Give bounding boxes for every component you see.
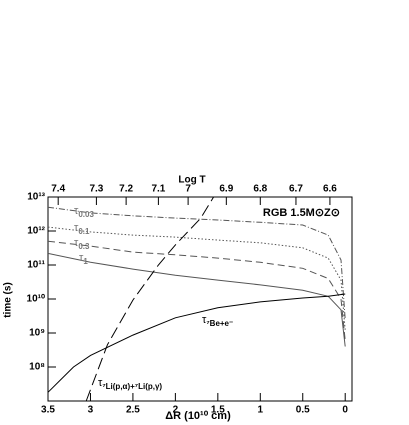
curve — [47, 206, 346, 320]
curve-subscript: 1 — [83, 257, 88, 266]
x-tick-label: 0.5 — [296, 405, 310, 416]
curve-subscript: 0.03 — [78, 210, 94, 219]
x-tick-label: 3 — [88, 405, 94, 416]
curve-label: τ⁷Li(p,α)+⁷Li(p,γ) — [98, 377, 162, 391]
y-axis-label: time (s) — [3, 282, 14, 318]
curve-symbol: τ — [74, 237, 79, 249]
curve-symbol: τ — [79, 252, 84, 264]
top-tick-label: 7.4 — [51, 184, 65, 195]
y-tick-label: 10¹⁰ — [27, 294, 45, 305]
top-tick-label: 7.3 — [89, 184, 103, 195]
curve-label: τ0.03 — [74, 205, 94, 219]
y-tick-label: 10⁹ — [29, 328, 45, 339]
x-tick-label: 3.5 — [41, 405, 55, 416]
curve — [85, 196, 215, 402]
curve-symbol: τ — [202, 314, 207, 326]
top-tick-label: 7.1 — [151, 184, 165, 195]
curve — [47, 240, 346, 341]
curve-label: τ0.3 — [74, 237, 90, 251]
top-tick-label: 6.7 — [289, 184, 303, 195]
curve-subscript: ⁷Be+e⁻ — [206, 319, 233, 328]
curve-subscript: ⁷Li(p,α)+⁷Li(p,γ) — [102, 382, 162, 391]
curve — [47, 252, 346, 347]
curve-label: τ1 — [79, 252, 88, 266]
top-tick-label: 7.2 — [119, 184, 133, 195]
top-axis-label: Log T — [178, 175, 205, 186]
y-tick-label: 10¹³ — [27, 192, 45, 203]
x-axis-label: ΔR (10¹⁰ cm) — [165, 410, 231, 422]
x-tick-label: 0 — [342, 405, 348, 416]
y-tick-label: 10⁸ — [29, 362, 45, 373]
top-tick-label: 7 — [185, 184, 191, 195]
curve-symbol: τ — [74, 222, 79, 234]
curve — [47, 293, 346, 393]
top-tick-label: 6.8 — [253, 184, 267, 195]
y-tick-label: 10¹² — [27, 226, 45, 237]
x-tick-label: 1 — [258, 405, 264, 416]
curve-symbol: τ — [98, 377, 103, 389]
curve-subscript: 0.1 — [78, 227, 90, 236]
top-tick-label: 6.9 — [219, 184, 233, 195]
x-tick-label: 1.5 — [211, 405, 225, 416]
x-tick-label: 2.5 — [126, 405, 140, 416]
plot-frame — [47, 196, 353, 402]
curve-label: τ⁷Be+e⁻ — [202, 314, 233, 328]
top-tick-label: 6.6 — [323, 184, 337, 195]
y-tick-label: 10¹¹ — [27, 260, 45, 271]
curve-symbol: τ — [74, 205, 79, 217]
x-tick-label: 2 — [173, 405, 179, 416]
curve-label: τ0.1 — [74, 222, 90, 236]
chart-title: RGB 1.5M⊙Z⊙ — [263, 207, 340, 219]
curve — [47, 226, 346, 331]
curve-subscript: 0.3 — [78, 242, 90, 251]
